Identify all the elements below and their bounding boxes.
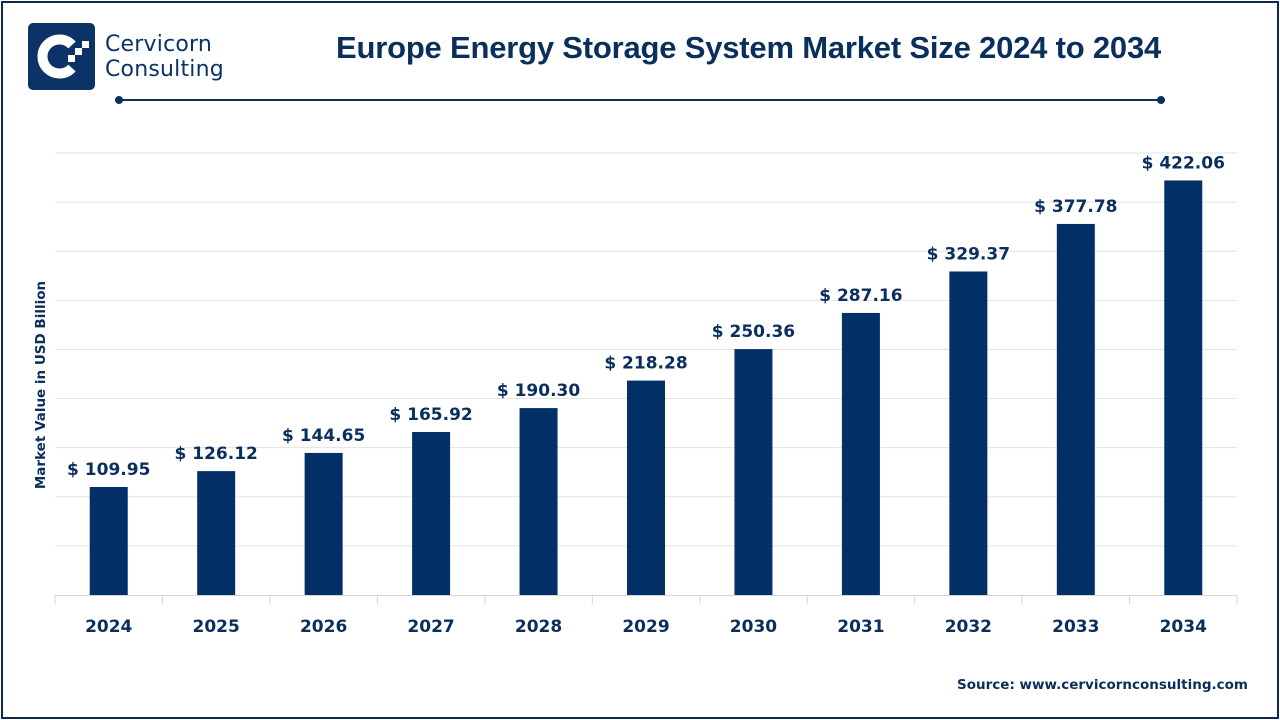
data-label-2027: $ 165.92 <box>389 405 472 425</box>
bar-2025 <box>197 471 236 595</box>
x-tick-label-2028: 2028 <box>515 617 562 637</box>
x-tick-label-2032: 2032 <box>945 617 992 637</box>
x-tick-label-2024: 2024 <box>85 617 132 637</box>
source-note: Source: www.cervicornconsulting.com <box>957 677 1248 693</box>
bar-2028 <box>519 408 558 595</box>
data-labels: $ 109.95 $ 126.12 $ 144.65 $ 165.92 $ 190.30… <box>67 153 1225 480</box>
data-label-2025: $ 126.12 <box>175 444 258 464</box>
data-label-2032: $ 329.37 <box>927 244 1010 264</box>
data-label-2024: $ 109.95 <box>67 460 150 480</box>
data-label-2030: $ 250.36 <box>712 322 795 342</box>
x-tick-label-2033: 2033 <box>1052 617 1099 637</box>
data-label-2029: $ 218.28 <box>604 354 687 374</box>
title-divider <box>119 99 1162 101</box>
data-label-2034: $ 422.06 <box>1142 153 1225 173</box>
data-label-2031: $ 287.16 <box>819 286 902 306</box>
x-tick-label-2034: 2034 <box>1160 617 1207 637</box>
brand-name-line1: Cervicorn <box>105 31 213 57</box>
brand-name-line2: Consulting <box>105 56 224 82</box>
bar-2031 <box>841 312 880 595</box>
x-tick-labels: 2024 2025 2026 2027 2028 2029 2030 2031 2032 2033… <box>85 617 1207 637</box>
gridlines <box>55 152 1237 547</box>
brand-logo: Cervicorn Consulting <box>28 23 224 90</box>
data-label-2033: $ 377.78 <box>1034 197 1117 217</box>
bar-2033 <box>1056 223 1095 595</box>
bar-2027 <box>412 432 451 595</box>
cervicorn-c-logo-icon <box>28 23 95 90</box>
chart-title: Europe Energy Storage System Market Size… <box>336 30 1162 65</box>
divider-left-dot <box>115 96 123 104</box>
divider-right-dot <box>1157 96 1165 104</box>
x-tick-label-2031: 2031 <box>837 617 884 637</box>
x-tick-label-2029: 2029 <box>622 617 669 637</box>
x-tick-label-2027: 2027 <box>407 617 454 637</box>
x-tick-label-2026: 2026 <box>300 617 347 637</box>
bar-2029 <box>627 380 665 595</box>
bar-2024 <box>89 487 128 595</box>
bars <box>89 180 1203 595</box>
bar-2034 <box>1164 180 1203 595</box>
brand-name: Cervicorn Consulting <box>105 32 224 82</box>
bar-2030 <box>734 349 773 595</box>
bar-2032 <box>949 271 988 595</box>
x-tick-label-2030: 2030 <box>730 617 777 637</box>
bar-2026 <box>304 452 343 595</box>
x-tick-label-2025: 2025 <box>193 617 240 637</box>
x-axis <box>54 595 1238 604</box>
data-label-2028: $ 190.30 <box>497 381 581 401</box>
data-label-2026: $ 144.65 <box>282 426 365 446</box>
